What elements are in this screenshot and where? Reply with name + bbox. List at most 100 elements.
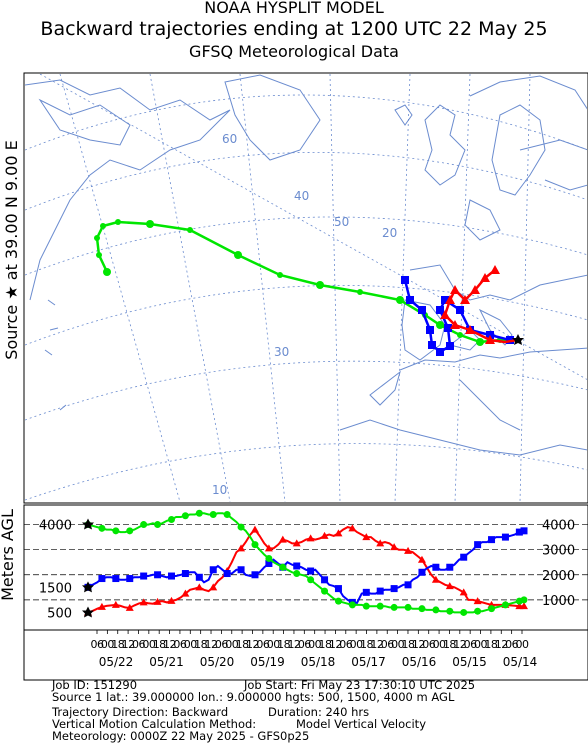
hour-label: 12 — [495, 638, 508, 651]
hour-label: 12 — [329, 638, 342, 651]
hour-label: 18 — [153, 638, 166, 651]
data-point-square — [154, 571, 162, 579]
trajectory-high-markers — [94, 219, 503, 346]
height-panel-frame — [23, 504, 588, 681]
data-point-square — [334, 585, 342, 593]
data-point-triangle — [404, 546, 413, 554]
hour-label: 12 — [412, 638, 425, 651]
data-point-triangle — [292, 539, 301, 547]
data-point-square — [195, 573, 203, 581]
hour-label: 00 — [142, 638, 155, 651]
data-point-triangle — [181, 589, 190, 597]
data-point-triangle — [334, 529, 343, 537]
hour-label: 18 — [277, 638, 290, 651]
map-frame — [23, 72, 588, 504]
y-tick-label-left: 500 — [47, 606, 72, 621]
data-point-triangle — [431, 575, 440, 583]
data-point-square — [140, 572, 148, 580]
data-point-triangle — [264, 544, 273, 552]
hour-label: 00 — [350, 638, 363, 651]
hour-label: 12 — [287, 638, 300, 651]
hour-label: 06 — [91, 638, 104, 651]
data-point-circle — [348, 601, 356, 609]
data-point-square — [432, 563, 440, 571]
data-point-circle — [112, 527, 120, 535]
data-point-triangle — [250, 525, 259, 533]
hour-label: 12 — [163, 638, 176, 651]
date-label: 05/18 — [301, 655, 336, 669]
hour-label: 18 — [484, 638, 497, 651]
data-point-triangle — [417, 555, 426, 563]
data-point-circle — [334, 597, 342, 605]
hour-label: 06 — [173, 638, 186, 651]
job-id: Job ID: 151290 — [52, 678, 138, 692]
hour-label: 00 — [474, 638, 487, 651]
header-met-data: GFSQ Meteorological Data — [189, 42, 399, 61]
data-point-circle — [501, 601, 509, 609]
data-point-square — [181, 570, 189, 578]
date-label: 05/22 — [99, 655, 134, 669]
data-point-circle — [474, 607, 482, 615]
data-point-circle — [293, 570, 301, 578]
y-tick-label-right: 4000 — [542, 519, 575, 534]
hour-label: 12 — [370, 638, 383, 651]
data-point-square — [98, 575, 106, 583]
data-point-circle — [209, 511, 217, 519]
duration: Duration: 240 hrs — [268, 705, 370, 719]
hour-label: 06 — [215, 638, 228, 651]
data-point-circle — [460, 608, 468, 616]
date-label: 05/15 — [452, 655, 487, 669]
data-point-triangle — [390, 543, 399, 551]
data-point-square — [223, 570, 231, 578]
hour-label: 06 — [132, 638, 145, 651]
start-star-icon — [82, 518, 94, 530]
data-point-triangle — [445, 582, 454, 590]
hour-label: 18 — [194, 638, 207, 651]
hour-label: 00 — [433, 638, 446, 651]
data-point-square — [376, 587, 384, 595]
time-axis: 0600181206001812060018120600181206001812… — [24, 629, 588, 669]
data-point-circle — [362, 602, 370, 610]
data-point-square — [390, 585, 398, 593]
hour-label: 06 — [256, 638, 269, 651]
data-point-square — [520, 527, 528, 535]
lat-label-60: 60 — [222, 132, 237, 146]
data-point-triangle — [376, 539, 385, 547]
data-point-triangle — [348, 524, 357, 532]
start-star-icon — [82, 581, 94, 593]
hour-label: 06 — [381, 638, 394, 651]
y-tick-label-right: 1000 — [542, 594, 575, 609]
data-point-circle — [265, 554, 273, 562]
hour-label: 18 — [236, 638, 249, 651]
data-point-circle — [195, 509, 203, 517]
data-point-circle — [140, 521, 148, 529]
y-tick-label-right: 2000 — [542, 569, 575, 584]
data-point-square — [265, 559, 273, 567]
data-point-square — [460, 553, 468, 561]
data-point-circle — [520, 596, 528, 604]
data-point-circle — [126, 527, 134, 535]
data-point-square — [321, 576, 329, 584]
start-star-icon — [82, 606, 94, 618]
data-point-triangle — [473, 597, 482, 605]
date-label: 05/14 — [503, 655, 538, 669]
data-point-triangle — [278, 535, 287, 543]
job-info-footer: Job ID: 151290 Job Start: Fri May 23 17:… — [24, 678, 586, 743]
lat-label-10: 10 — [212, 483, 227, 497]
data-point-triangle — [153, 597, 162, 605]
data-point-square — [515, 528, 523, 536]
date-label: 05/21 — [149, 655, 184, 669]
data-point-square — [362, 588, 370, 596]
hour-label: 00 — [101, 638, 114, 651]
hour-label: 18 — [319, 638, 332, 651]
hour-label: 12 — [453, 638, 466, 651]
data-point-circle — [154, 521, 162, 529]
hour-label: 12 — [122, 638, 135, 651]
data-point-square — [474, 541, 482, 549]
hour-label: 00 — [267, 638, 280, 651]
y-tick-label-left: 1500 — [39, 581, 72, 596]
height-series — [82, 509, 528, 618]
source-star-icon — [512, 334, 524, 345]
height-gridlines — [24, 524, 588, 601]
